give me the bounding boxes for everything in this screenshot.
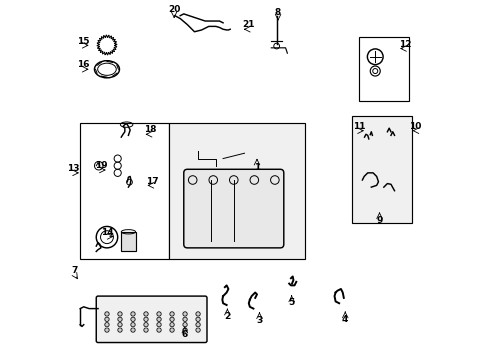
Circle shape [169,328,174,332]
Circle shape [104,312,109,316]
Circle shape [157,328,161,332]
Circle shape [131,328,135,332]
Circle shape [157,317,161,321]
Text: 18: 18 [143,126,156,135]
Text: 13: 13 [67,164,80,173]
Text: 20: 20 [167,5,180,14]
Text: 6: 6 [182,330,187,339]
Circle shape [118,317,122,321]
Circle shape [104,328,109,332]
Circle shape [143,317,148,321]
Bar [358,37,408,102]
Text: 10: 10 [408,122,421,131]
Bar [351,116,411,223]
Circle shape [157,312,161,316]
Circle shape [157,323,161,327]
Circle shape [131,312,135,316]
Circle shape [118,323,122,327]
Circle shape [196,323,200,327]
Text: 5: 5 [288,298,294,307]
Circle shape [196,317,200,321]
Text: 19: 19 [94,161,107,170]
Circle shape [183,317,187,321]
Text: 1: 1 [253,163,260,172]
Text: 3: 3 [256,315,262,324]
Circle shape [131,323,135,327]
Circle shape [118,312,122,316]
Bar [80,123,169,258]
Circle shape [196,328,200,332]
Circle shape [104,323,109,327]
Circle shape [183,323,187,327]
Text: 9: 9 [376,216,382,225]
Circle shape [104,317,109,321]
Text: 21: 21 [242,21,254,30]
Circle shape [183,312,187,316]
FancyBboxPatch shape [183,169,283,248]
Circle shape [169,312,174,316]
Bar [121,232,135,251]
Text: 12: 12 [398,40,411,49]
Circle shape [143,328,148,332]
Circle shape [131,317,135,321]
Text: 17: 17 [146,176,158,185]
Circle shape [143,323,148,327]
Text: 2: 2 [224,312,230,321]
FancyBboxPatch shape [96,296,206,342]
Text: 8: 8 [274,8,281,17]
Text: 4: 4 [341,315,348,324]
Text: 15: 15 [77,37,90,46]
Circle shape [118,328,122,332]
Text: 11: 11 [352,122,365,131]
Bar [169,123,305,258]
Circle shape [143,312,148,316]
Text: 14: 14 [101,228,113,237]
Circle shape [169,317,174,321]
Circle shape [196,312,200,316]
Circle shape [169,323,174,327]
Text: 16: 16 [77,60,90,69]
Circle shape [183,328,187,332]
Text: 7: 7 [71,266,78,275]
